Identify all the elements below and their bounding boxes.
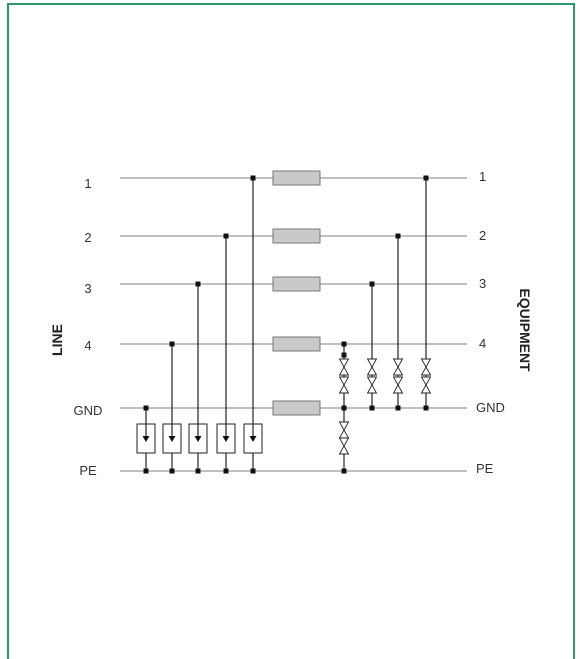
node-left-pe-4 [169, 468, 175, 474]
box-arrow-3 [194, 436, 202, 442]
arrester-b-2-upper [392, 376, 404, 386]
node-left-top-2 [223, 233, 229, 239]
node-left-pe-1 [250, 468, 256, 474]
arrester-b-2-lower [392, 384, 404, 394]
right-label-3: 3 [479, 276, 486, 291]
arrester-b-4-upper [338, 376, 350, 386]
node-left-top-1 [250, 175, 256, 181]
arrester-b-1 [420, 376, 432, 394]
arrester-a-2-lower [392, 366, 404, 376]
node-left-top-3 [195, 281, 201, 287]
right-label-gnd: GND [476, 400, 505, 415]
series-element-2 [272, 228, 321, 244]
arrester-a-1-upper [420, 358, 432, 368]
box-arrow-4 [168, 436, 176, 442]
right-label-2: 2 [479, 228, 486, 243]
line-side-label: LINE [49, 324, 65, 356]
protection-components [136, 358, 432, 455]
node-right-gnd-2 [395, 405, 401, 411]
box-arrow-2 [222, 436, 230, 442]
left-label-4: 4 [84, 338, 91, 353]
arrester-a-3 [366, 358, 378, 376]
node-right-4-lower [341, 352, 347, 358]
arrester-gnd-pe-a-lower [338, 429, 350, 439]
left-label-2: 2 [84, 230, 91, 245]
node-right-gnd-1 [423, 405, 429, 411]
node-gnd-pe-bottom [341, 468, 347, 474]
arrester-a-3-upper [366, 358, 378, 368]
arrester-b-4-lower [338, 384, 350, 394]
box-arrow-gnd [142, 436, 150, 442]
left-terminal-labels: 1 2 3 4 GND PE [74, 176, 103, 478]
node-left-top-4 [169, 341, 175, 347]
node-right-gnd-3 [369, 405, 375, 411]
arrester-gnd-pe-b-lower [338, 445, 350, 455]
left-label-pe: PE [79, 463, 97, 478]
node-right-top-1 [423, 175, 429, 181]
right-terminal-labels: 1 2 3 4 GND PE [476, 169, 505, 476]
left-label-1: 1 [84, 176, 91, 191]
vertical-connections [145, 178, 427, 471]
node-left-pe-2 [223, 468, 229, 474]
junction-nodes [143, 175, 429, 474]
node-left-pe-3 [195, 468, 201, 474]
node-right-top-4 [341, 341, 347, 347]
node-right-gnd-4 [341, 405, 347, 411]
series-element-4 [272, 336, 321, 352]
left-label-gnd: GND [74, 403, 103, 418]
arrester-gnd-pe-a-upper [338, 421, 350, 431]
arrester-b-1-lower [420, 384, 432, 394]
arrester-a-2-upper [392, 358, 404, 368]
arrester-gnd-pe-a [338, 421, 350, 439]
arrester-b-4 [338, 376, 350, 394]
arrester-b-2 [392, 376, 404, 394]
arrester-b-3-lower [366, 384, 378, 394]
arrester-a-4 [338, 358, 350, 376]
arrester-a-1-lower [420, 366, 432, 376]
arrester-b-3-upper [366, 376, 378, 386]
right-label-1: 1 [479, 169, 486, 184]
right-label-pe: PE [476, 461, 494, 476]
arrester-a-1 [420, 358, 432, 376]
node-left-top-gnd [143, 405, 149, 411]
arrester-gnd-pe-b-upper [338, 437, 350, 447]
arrester-a-4-lower [338, 366, 350, 376]
arrester-b-3 [366, 376, 378, 394]
series-element-gnd [272, 400, 321, 416]
arrester-a-4-upper [338, 358, 350, 368]
node-left-pe-gnd [143, 468, 149, 474]
arrester-a-2 [392, 358, 404, 376]
series-elements [272, 170, 321, 416]
arrester-gnd-pe-b [338, 437, 350, 455]
node-right-top-2 [395, 233, 401, 239]
series-element-1 [272, 170, 321, 186]
arrester-a-3-lower [366, 366, 378, 376]
equipment-side-label: EQUIPMENT [517, 288, 533, 372]
left-label-3: 3 [84, 281, 91, 296]
right-label-4: 4 [479, 336, 486, 351]
arrester-b-1-upper [420, 376, 432, 386]
series-element-3 [272, 276, 321, 292]
node-right-top-3 [369, 281, 375, 287]
box-arrow-1 [249, 436, 257, 442]
